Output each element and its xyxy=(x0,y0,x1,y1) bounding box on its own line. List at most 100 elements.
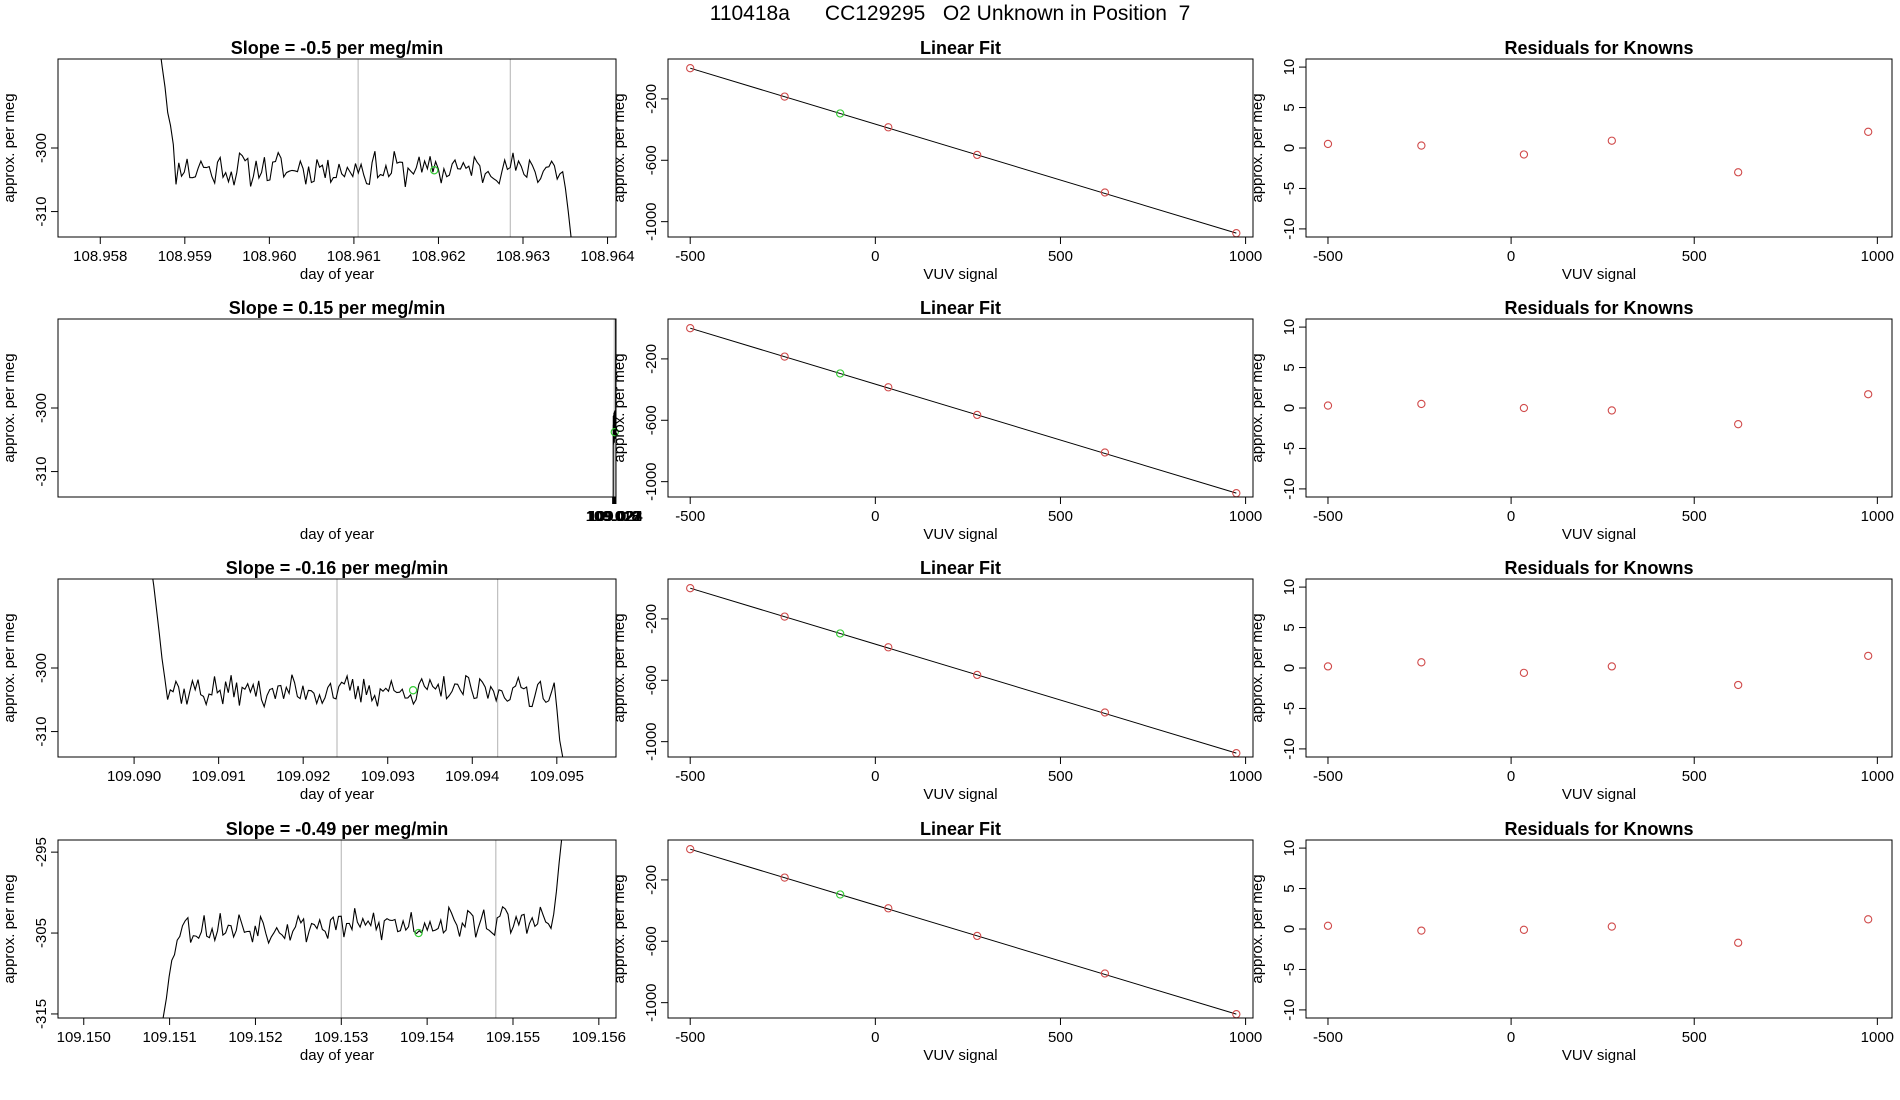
known-point xyxy=(973,150,982,160)
x-tick-label: 108.961 xyxy=(327,248,381,265)
y-tick-label: -1000 xyxy=(643,202,660,240)
known-point xyxy=(1100,188,1110,197)
x-tick-label: 109.093 xyxy=(361,768,415,785)
x-tick-label: 109.152 xyxy=(228,1029,282,1046)
timeseries-panel-1: 108.958 108.959 108.960 108.961 108.962 108.9… xyxy=(1,38,635,283)
y-axis-label: approx. per meg xyxy=(1,613,18,722)
known-point xyxy=(884,123,893,132)
timeseries-panel-4: 109.150 109.151 109.152 109.153 109.154 109.1… xyxy=(1,819,626,1064)
timeseries-line xyxy=(162,840,563,1018)
residual-point xyxy=(1734,938,1743,947)
x-tick-label: 0 xyxy=(871,1029,879,1046)
plot-frame xyxy=(1305,839,1893,1019)
panel-title: Residuals for Knowns xyxy=(1504,38,1693,58)
x-axis-label: VUV signal xyxy=(1562,1047,1636,1064)
plot-frame xyxy=(57,318,617,498)
residual-point xyxy=(1864,127,1873,136)
x-tick-label: -500 xyxy=(675,1029,705,1046)
x-tick-label: 109.150 xyxy=(57,1029,111,1046)
y-tick-label: -295 xyxy=(33,837,50,867)
y-tick-label: -1000 xyxy=(643,722,660,760)
y-tick-label: -600 xyxy=(643,405,660,435)
y-tick-label: 5 xyxy=(1281,363,1298,371)
residual-point xyxy=(1734,680,1743,690)
y-tick-label: 5 xyxy=(1281,103,1298,111)
timeseries-line xyxy=(160,59,572,237)
x-tick-label: 109.090 xyxy=(107,768,161,785)
y-tick-label: -600 xyxy=(643,665,660,695)
timeseries-panel-3: 109.090 109.091 109.092 109.093 109.094 109.0… xyxy=(1,558,617,803)
x-tick-label: 1000 xyxy=(1861,1029,1894,1046)
panel-title: Slope = -0.5 per meg/min xyxy=(231,38,444,58)
x-tick-label: 0 xyxy=(1507,248,1515,265)
y-tick-label: 10 xyxy=(1281,319,1298,336)
x-tick-label: -500 xyxy=(1313,248,1343,265)
x-tick-label: 0 xyxy=(871,768,879,785)
plot-frame xyxy=(667,58,1254,238)
timeseries-line xyxy=(612,319,616,497)
y-tick-label: 0 xyxy=(1281,925,1298,933)
x-tick-label: 109.154 xyxy=(400,1029,454,1046)
residual-point xyxy=(1864,915,1873,924)
x-tick-label: 109.095 xyxy=(530,768,584,785)
x-axis-label: day of year xyxy=(300,266,374,283)
residuals-panel-2: -500 0 500 1000 10 5 0 -5 -10 Residuals for Known… xyxy=(1249,298,1894,543)
linearfit-panel-2: -500 0 500 1000 -200 -600 -1000 Linear Fit VUV s… xyxy=(611,298,1262,543)
x-axis-label: VUV signal xyxy=(923,786,997,803)
residual-point xyxy=(1734,168,1743,177)
known-point xyxy=(973,931,982,941)
y-tick-label: -10 xyxy=(1281,218,1298,240)
y-axis-label: approx. per meg xyxy=(1,353,18,462)
residual-point xyxy=(1519,925,1529,934)
y-axis-label: approx. per meg xyxy=(1,93,18,202)
x-tick-label: 108.959 xyxy=(158,248,212,265)
x-axis-label: day of year xyxy=(300,786,374,803)
x-tick-label: 1000 xyxy=(1229,248,1262,265)
plot-frame xyxy=(1305,318,1893,498)
plot-frame xyxy=(57,839,617,1019)
fit-line xyxy=(690,67,1237,234)
y-tick-label: 0 xyxy=(1281,664,1298,672)
x-tick-label: 0 xyxy=(1507,768,1515,785)
panel-title: Slope = -0.16 per meg/min xyxy=(226,558,449,578)
timeseries-line xyxy=(152,579,564,757)
residuals-panel-4: -500 0 500 1000 10 5 0 -5 -10 Residuals for Known… xyxy=(1249,819,1894,1064)
y-tick-label: -305 xyxy=(33,918,50,948)
residual-point xyxy=(1323,921,1333,930)
y-tick-label: -310 xyxy=(33,457,50,487)
unknown-point xyxy=(430,166,439,175)
y-tick-label: -5 xyxy=(1281,702,1298,715)
unknown-point xyxy=(414,928,423,938)
y-tick-label: 0 xyxy=(1281,144,1298,152)
x-axis-label: day of year xyxy=(300,526,374,543)
residual-point xyxy=(1323,401,1333,410)
plot-frame xyxy=(667,839,1254,1019)
x-tick-label: 108.960 xyxy=(242,248,296,265)
y-axis-label: approx. per meg xyxy=(611,874,628,983)
x-axis-label: VUV signal xyxy=(1562,786,1636,803)
residuals-panel-3: -500 0 500 1000 10 5 0 -5 -10 Residuals for Known… xyxy=(1249,558,1894,803)
x-tick-label: 500 xyxy=(1048,508,1073,525)
unknown-point xyxy=(836,629,845,638)
x-tick-label: 109.092 xyxy=(276,768,330,785)
x-tick-label: 109.020 xyxy=(587,508,641,525)
x-tick-label: -500 xyxy=(1313,1029,1343,1046)
linearfit-panel-1: -500 0 500 1000 -200 -600 -1000 Linear Fit VUV s… xyxy=(611,38,1262,283)
panel-title: Residuals for Knowns xyxy=(1504,819,1693,839)
x-tick-label: 500 xyxy=(1048,248,1073,265)
y-tick-label: -315 xyxy=(33,999,50,1029)
known-point xyxy=(686,64,695,73)
x-tick-label: 109.023 xyxy=(588,508,642,525)
x-axis-label: VUV signal xyxy=(1562,526,1636,543)
residual-point xyxy=(1607,662,1616,671)
plot-frame xyxy=(1305,578,1893,758)
x-axis-label: VUV signal xyxy=(923,266,997,283)
y-axis-label: approx. per meg xyxy=(1249,353,1266,462)
residual-point xyxy=(1519,668,1529,678)
known-point xyxy=(1100,448,1110,457)
x-tick-label: 108.962 xyxy=(411,248,465,265)
x-tick-label: 109.021 xyxy=(587,508,641,525)
y-axis-label: approx. per meg xyxy=(1249,874,1266,983)
y-tick-label: -600 xyxy=(643,145,660,175)
